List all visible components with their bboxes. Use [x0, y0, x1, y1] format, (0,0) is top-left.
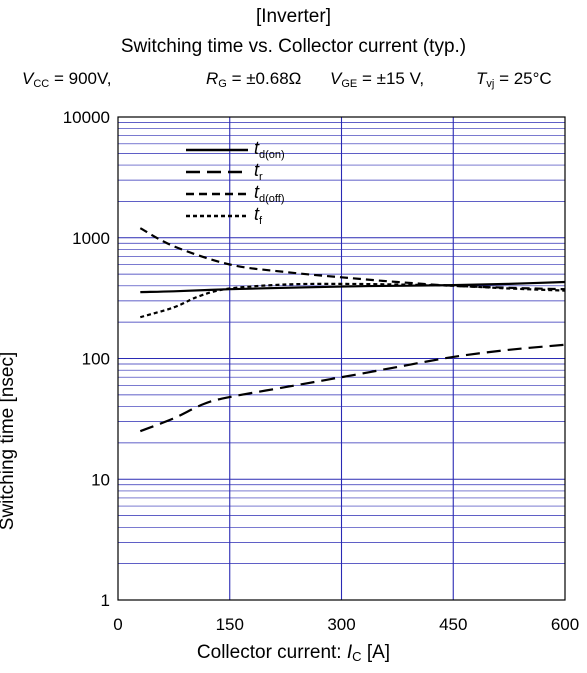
y-axis-title: Switching time [nsec] — [0, 351, 18, 531]
vge-condition: VGE = ±15 V, — [330, 69, 425, 90]
series-tr-line — [139, 343, 566, 433]
plot-frame — [117, 116, 566, 601]
minor-grid — [118, 122, 565, 565]
y-tick-label: 1000 — [72, 229, 110, 248]
y-tick-label: 100 — [82, 350, 110, 369]
axis-ticks: 0 150 300 450 600 1 10 100 1000 10000 — [63, 108, 579, 634]
series-layer — [139, 227, 566, 433]
y-tick-label: 10000 — [63, 108, 110, 127]
x-axis-title: Collector current: IC [A] — [196, 642, 391, 664]
legend-label: tr — [254, 160, 263, 183]
x-tick-label: 0 — [113, 615, 122, 634]
series-td-on--line — [140, 280, 566, 294]
x-tick-label: 150 — [216, 615, 244, 634]
legend-label: td(off) — [254, 182, 285, 205]
legend-label: tf — [254, 204, 263, 227]
x-tick-label: 450 — [439, 615, 467, 634]
tvj-condition: Tvj = 25°C — [476, 69, 552, 90]
legend-label: td(on) — [254, 138, 285, 161]
vcc-condition: VCC = 900V, — [22, 69, 112, 90]
y-tick-label: 1 — [101, 591, 110, 610]
major-grid — [118, 117, 565, 600]
x-tick-label: 600 — [551, 615, 579, 634]
series-tf-line — [139, 282, 566, 319]
chart-title: Switching time vs. Collector current (ty… — [120, 36, 467, 57]
x-tick-label: 300 — [327, 615, 355, 634]
y-tick-label: 10 — [91, 470, 110, 489]
series-td-off--line — [139, 227, 566, 291]
rg-condition: RG = ±0.68Ω — [206, 69, 302, 90]
chart-title-line1: [Inverter] — [256, 6, 331, 27]
